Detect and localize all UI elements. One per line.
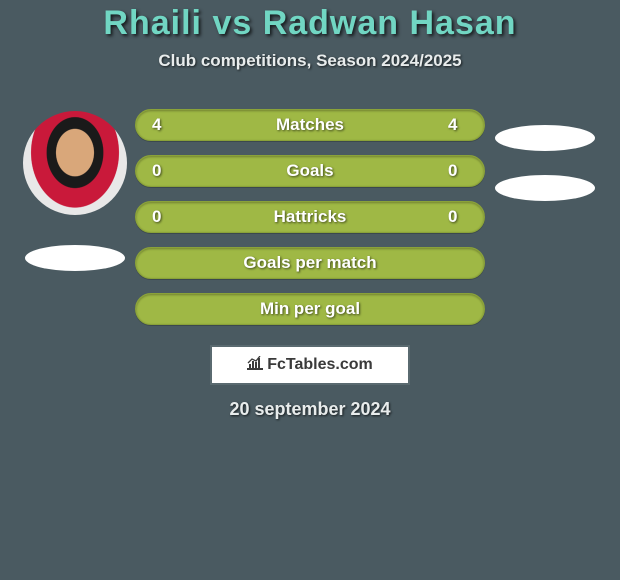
player-avatar-left	[23, 111, 127, 215]
page-title: Rhaili vs Radwan Hasan	[0, 4, 620, 43]
stat-label: Matches	[172, 115, 448, 135]
stat-label: Hattricks	[172, 207, 448, 227]
banner-text: FcTables.com	[267, 356, 373, 374]
stats-column: 4 Matches 4 0 Goals 0 0 Hattricks 0 Goal…	[135, 109, 485, 339]
page-subtitle: Club competitions, Season 2024/2025	[0, 51, 620, 71]
stat-label: Goals per match	[172, 253, 448, 273]
stat-row-min-per-goal: Min per goal	[135, 293, 485, 325]
stat-right-value: 4	[448, 115, 468, 135]
stat-row-hattricks: 0 Hattricks 0	[135, 201, 485, 233]
stat-row-matches: 4 Matches 4	[135, 109, 485, 141]
team-badge-right-2	[495, 175, 595, 201]
stat-left-value: 4	[152, 115, 172, 135]
comparison-card: Rhaili vs Radwan Hasan Club competitions…	[0, 0, 620, 580]
team-badge-right-1	[495, 125, 595, 151]
stat-row-goals-per-match: Goals per match	[135, 247, 485, 279]
stat-label: Goals	[172, 161, 448, 181]
stat-row-goals: 0 Goals 0	[135, 155, 485, 187]
body-row: 4 Matches 4 0 Goals 0 0 Hattricks 0 Goal…	[0, 109, 620, 339]
right-player-column	[485, 109, 605, 201]
stat-label: Min per goal	[172, 299, 448, 319]
stat-right-value: 0	[448, 207, 468, 227]
left-player-column	[15, 109, 135, 271]
date-text: 20 september 2024	[0, 399, 620, 420]
chart-icon	[247, 356, 263, 374]
team-badge-left	[25, 245, 125, 271]
stat-left-value: 0	[152, 207, 172, 227]
stat-right-value: 0	[448, 161, 468, 181]
stat-left-value: 0	[152, 161, 172, 181]
source-banner: FcTables.com	[210, 345, 410, 385]
